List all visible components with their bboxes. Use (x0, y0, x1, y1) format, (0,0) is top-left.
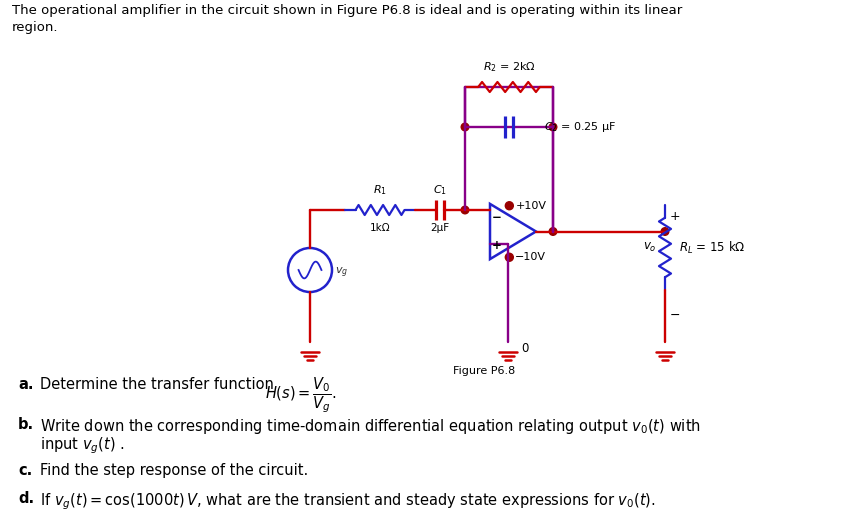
Text: −: − (492, 211, 502, 224)
Circle shape (549, 123, 557, 131)
Text: $C_1$: $C_1$ (433, 183, 447, 197)
Text: 0: 0 (521, 342, 528, 355)
Text: The operational amplifier in the circuit shown in Figure P6.8 is ideal and is op: The operational amplifier in the circuit… (12, 4, 682, 17)
Text: $R_1$: $R_1$ (373, 183, 387, 197)
Text: input $v_g(t)$ .: input $v_g(t)$ . (40, 435, 125, 456)
Text: Determine the transfer function: Determine the transfer function (40, 377, 279, 392)
Text: +10V: +10V (515, 201, 546, 211)
Text: d.: d. (18, 491, 34, 506)
Circle shape (662, 228, 669, 235)
Text: If $v_g(t) = \cos(1000t)\,V$, what are the transient and steady state expression: If $v_g(t) = \cos(1000t)\,V$, what are t… (40, 491, 656, 511)
Circle shape (549, 228, 557, 235)
Text: +: + (492, 239, 502, 252)
Text: −: − (670, 309, 681, 321)
Circle shape (506, 253, 514, 261)
Text: $H(s) = \dfrac{V_0}{V_g}$.: $H(s) = \dfrac{V_0}{V_g}$. (265, 375, 337, 415)
Text: $R_L$ = 15 kΩ: $R_L$ = 15 kΩ (679, 239, 746, 256)
Text: $C_2$ = 0.25 μF: $C_2$ = 0.25 μF (544, 120, 616, 134)
Text: region.: region. (12, 21, 59, 34)
Circle shape (462, 206, 469, 214)
Text: a.: a. (18, 377, 34, 392)
Text: Figure P6.8: Figure P6.8 (453, 366, 515, 376)
Text: +: + (670, 211, 681, 224)
Text: Write down the corresponding time-domain differential equation relating output $: Write down the corresponding time-domain… (40, 417, 701, 436)
Circle shape (462, 123, 469, 131)
Text: $v_o$: $v_o$ (643, 241, 656, 254)
Circle shape (506, 202, 514, 210)
Text: $v_g$: $v_g$ (335, 266, 348, 280)
Text: Find the step response of the circuit.: Find the step response of the circuit. (40, 463, 308, 478)
Text: $R_2$ = 2kΩ: $R_2$ = 2kΩ (482, 60, 535, 74)
Text: 1kΩ: 1kΩ (370, 223, 391, 233)
Text: −10V: −10V (515, 252, 546, 262)
Text: c.: c. (18, 463, 32, 478)
Text: b.: b. (18, 417, 34, 432)
Text: 2μF: 2μF (430, 223, 449, 233)
